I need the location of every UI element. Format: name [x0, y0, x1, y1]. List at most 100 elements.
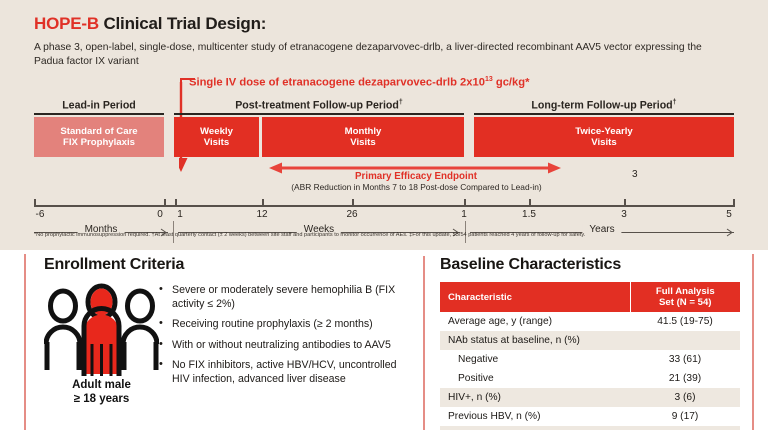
- long-term-footnote-marker: 3: [632, 169, 638, 180]
- dose-label-post: gc/kg*: [492, 76, 530, 89]
- column-header-full-analysis-set: Full Analysis Set (N = 54): [629, 282, 740, 312]
- rule-long-term: [474, 113, 734, 115]
- dose-label: Single IV dose of etranacogene dezaparvo…: [189, 76, 529, 89]
- panel-divider: [423, 256, 425, 430]
- cell-characteristic: NAb status at baseline, n (%): [440, 331, 630, 350]
- axis-tick-1: [164, 199, 166, 207]
- brand-name: HOPE-B: [34, 14, 99, 33]
- cell-value: 41.5 (19-75): [630, 312, 740, 331]
- primary-efficacy-endpoint: Primary Efficacy Endpoint (ABR Reduction…: [34, 159, 734, 199]
- axis-tick-label-3: 12: [256, 209, 268, 220]
- cell-characteristic: Positive: [440, 369, 630, 388]
- dose-label-exponent: 13: [484, 76, 493, 83]
- baseline-table: Characteristic Full Analysis Set (N = 54…: [440, 282, 740, 430]
- axis-unit-label-years: Years: [582, 224, 622, 235]
- axis-unit-weeks: Weeks: [178, 224, 460, 241]
- bar-label-weekly-visits: Weekly Visits: [200, 125, 233, 149]
- page-title: HOPE-B Clinical Trial Design:: [34, 14, 734, 34]
- axis-tick-5: [464, 199, 466, 207]
- axis-line: [34, 205, 734, 207]
- table-row: Previous HBV, n (%) 9 (17): [440, 407, 740, 426]
- cell-value: 33 (61): [630, 350, 740, 369]
- list-item: Receiving routine prophylaxis (≥ 2 month…: [159, 317, 414, 332]
- bar-weekly-visits: Weekly Visits: [174, 117, 259, 157]
- dose-callout: Single IV dose of etranacogene dezaparvo…: [34, 76, 734, 172]
- list-item: No FIX inhibitors, active HBV/HCV, uncon…: [159, 358, 414, 386]
- axis-unit-months: Months: [34, 224, 168, 241]
- left-edge-rule: [24, 254, 26, 430]
- figure-caption-line1: Adult male: [72, 379, 131, 391]
- efficacy-title: Primary Efficacy Endpoint: [355, 171, 477, 182]
- period-header-post-treatment: Post-treatment Follow-up Period†: [174, 99, 464, 112]
- cell-characteristic: Previous HCV, n (%): [440, 426, 630, 430]
- rule-lead-in: [34, 113, 164, 115]
- axis-unit-sep-1: [173, 221, 174, 243]
- period-headers: Lead-in Period Post-treatment Follow-up …: [34, 99, 734, 115]
- efficacy-double-arrow-icon: [269, 162, 561, 174]
- axis-unit-label-months: Months: [77, 224, 125, 235]
- axis-tick-label-0: -6: [35, 209, 45, 220]
- cell-characteristic: Negative: [440, 350, 630, 369]
- cell-characteristic: HIV+, n (%): [440, 388, 630, 407]
- list-item: With or without neutralizing antibodies …: [159, 338, 414, 353]
- bar-monthly-visits: Monthly Visits: [262, 117, 464, 157]
- axis-tick-label-1: 0: [157, 209, 163, 220]
- bar-label-standard-of-care: Standard of Care FIX Prophylaxis: [60, 125, 138, 149]
- table-row: Positive 21 (39): [440, 369, 740, 388]
- bar-label-monthly-visits: Monthly Visits: [344, 125, 382, 149]
- axis-tick-2: [175, 199, 177, 207]
- criteria-list: Severe or moderately severe hemophilia B…: [159, 283, 414, 394]
- bar-standard-of-care: Standard of Care FIX Prophylaxis: [34, 117, 164, 157]
- figure-caption: Adult male ≥ 18 years: [44, 378, 159, 406]
- axis-tick-label-7: 3: [621, 209, 627, 220]
- cell-value: 3 (6): [630, 388, 740, 407]
- period-header-lead-in: Lead-in Period: [34, 99, 164, 112]
- cell-value: 21 (39): [630, 369, 740, 388]
- axis-tick-label-5: 1: [461, 209, 467, 220]
- bar-twice-yearly-visits: Twice-Yearly Visits: [474, 117, 734, 157]
- cell-characteristic: Previous HBV, n (%): [440, 407, 630, 426]
- table-row: HIV+, n (%) 3 (6): [440, 388, 740, 407]
- chevron-right-icon-years: [726, 228, 733, 237]
- axis-tick-4: [352, 199, 354, 207]
- axis-tick-8: [733, 199, 735, 207]
- page-title-rest: Clinical Trial Design:: [98, 14, 267, 33]
- right-edge-rule: [752, 254, 754, 430]
- table-row: NAb status at baseline, n (%): [440, 331, 740, 350]
- chevron-right-icon-weeks: [452, 228, 459, 237]
- trial-design-panel: HOPE-B Clinical Trial Design: A phase 3,…: [0, 0, 768, 250]
- axis-tick-6: [529, 199, 531, 207]
- axis-tick-7: [624, 199, 626, 207]
- three-people-icon: [43, 283, 160, 376]
- timeline-bars: Standard of Care FIX Prophylaxis Weekly …: [34, 113, 734, 157]
- cell-characteristic: Average age, y (range): [440, 312, 630, 331]
- chevron-right-icon-months: [160, 228, 167, 237]
- table-row: Previous HCV, n (%) 31 (57): [440, 426, 740, 430]
- table-row: Negative 33 (61): [440, 350, 740, 369]
- column-header-characteristic: Characteristic: [440, 282, 630, 312]
- enrollment-criteria-section: Enrollment Criteria: [43, 256, 414, 405]
- adult-male-figure: Adult male ≥ 18 years: [43, 282, 160, 405]
- baseline-characteristics-section: Baseline Characteristics Characteristic …: [440, 256, 740, 430]
- axis-tick-label-4: 26: [346, 209, 358, 220]
- timeline-axis: -6 0 1 12 26 1 1.5 3 5 Months: [34, 199, 735, 243]
- table-header-row: Characteristic Full Analysis Set (N = 54…: [440, 282, 740, 312]
- axis-unit-row: Months Weeks Years: [34, 221, 734, 243]
- period-header-long-term: Long-term Follow-up Period†: [474, 99, 734, 112]
- axis-unit-sep-2: [465, 221, 466, 243]
- axis-tick-label-8: 5: [726, 209, 732, 220]
- trial-design-footnote: *No prophylactic immunosuppression requi…: [34, 232, 586, 238]
- table-row: Average age, y (range) 41.5 (19-75): [440, 312, 740, 331]
- period-marker-post-treatment: †: [398, 99, 403, 106]
- axis-tick-label-6: 1.5: [522, 209, 536, 220]
- baseline-title: Baseline Characteristics: [440, 256, 622, 273]
- period-label-lead-in: Lead-in Period: [62, 99, 136, 112]
- axis-tick-label-2: 1: [177, 209, 183, 220]
- cell-value: 9 (17): [630, 407, 740, 426]
- dose-label-pre: Single IV dose of etranacogene dezaparvo…: [189, 76, 485, 89]
- rule-post-treatment: [174, 113, 464, 115]
- figure-caption-line2: ≥ 18 years: [73, 393, 130, 405]
- efficacy-subtitle: (ABR Reduction in Months 7 to 18 Post-do…: [291, 182, 542, 192]
- period-label-long-term: Long-term Follow-up Period: [531, 99, 673, 112]
